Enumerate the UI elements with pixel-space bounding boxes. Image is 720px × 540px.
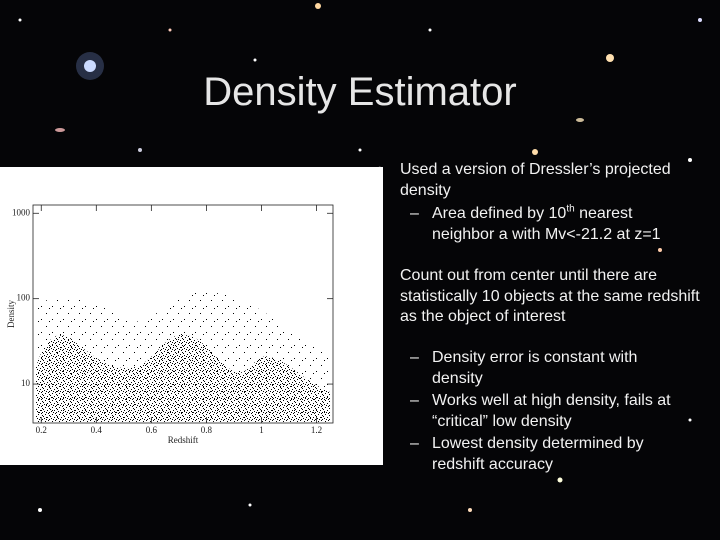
y-tick-label: 1000: [12, 207, 31, 217]
sub-bullet: – Lowest density determined by redshift a…: [410, 434, 677, 475]
x-tick-label: 0.2: [36, 425, 47, 435]
x-tick-label: 1.2: [311, 425, 322, 435]
y-tick-label: 100: [17, 293, 31, 303]
bullet: Count out from center until there are st…: [400, 266, 700, 328]
slide-title: Density Estimator: [203, 70, 517, 114]
dash-mark: –: [410, 205, 419, 222]
scatter-plot: 0.2 0.4 0.6 0.8 1 1.2 10 100 1000 Redshift Density: [6, 204, 334, 445]
superscript: th: [566, 203, 575, 215]
sub-bullet-text: Density error is constant with density: [432, 349, 638, 387]
sub-bullet-text: nearest neighbor a with Mv<-21.2 at z=1: [432, 205, 661, 243]
sub-bullet-text: Works well at high density, fails at “cr…: [432, 392, 671, 430]
bullet-text: Count out from center until there are st…: [400, 267, 700, 325]
x-tick-label: 1: [259, 425, 264, 435]
plot-frame: [32, 204, 334, 424]
dash-mark: –: [410, 435, 419, 452]
dash-mark: –: [410, 392, 419, 409]
plot-panel: 0.2 0.4 0.6 0.8 1 1.2 10 100 1000 Redshift Density: [0, 167, 383, 465]
point-cloud-dense: [36, 334, 330, 422]
sub-bullet-text: Area defined by 10: [432, 205, 567, 222]
dash-mark: –: [410, 349, 419, 366]
sub-bullet: – Area defined by 10th nearest neighbor a…: [410, 203, 677, 245]
x-tick-label: 0.6: [146, 425, 158, 435]
sub-bullet: – Works well at high density, fails at “c…: [410, 391, 677, 432]
sub-bullet: – Density error is constant with density: [410, 348, 677, 389]
y-tick-label: 10: [21, 378, 31, 388]
x-axis-label: Redshift: [168, 435, 199, 445]
sub-bullet-text: Lowest density determined by redshift ac…: [432, 435, 644, 473]
x-tick-label: 0.8: [201, 425, 213, 435]
bullet-text: Used a version of Dressler’s projected d…: [400, 161, 671, 199]
y-axis-label: Density: [6, 300, 16, 328]
bullet: •Used a version of Dressler’s projected …: [377, 160, 700, 201]
x-tick-label: 0.4: [91, 425, 103, 435]
